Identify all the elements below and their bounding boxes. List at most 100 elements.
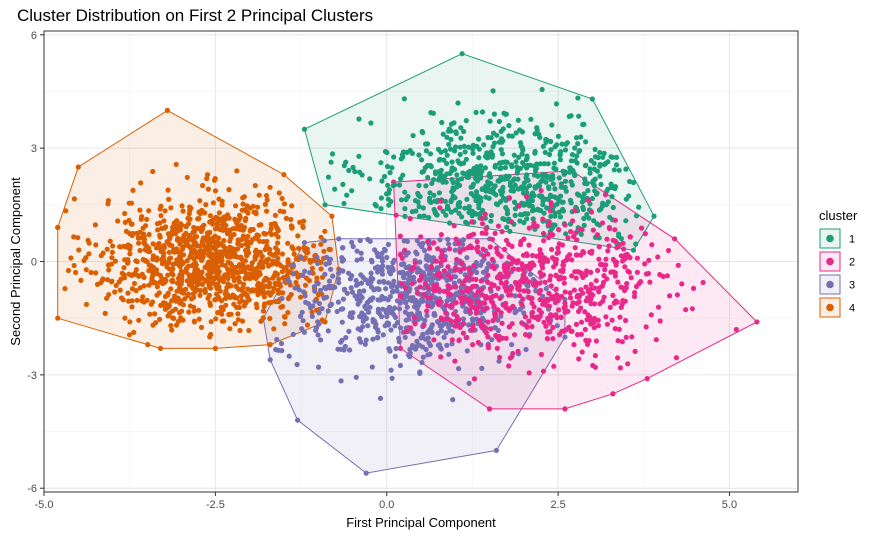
point-cluster-1 [587,170,593,176]
point-cluster-3 [346,270,352,276]
point-cluster-2 [482,326,488,332]
point-cluster-4 [174,257,180,263]
point-cluster-1 [636,204,642,210]
point-cluster-1 [592,146,598,152]
point-cluster-1 [444,203,451,209]
point-cluster-3 [401,274,407,280]
point-cluster-1 [427,190,433,196]
point-cluster-2 [503,335,509,341]
point-cluster-2 [558,314,564,321]
point-cluster-2 [627,234,634,240]
point-cluster-4 [160,279,166,285]
point-cluster-4 [250,203,256,209]
point-cluster-3 [414,338,420,344]
point-cluster-4 [285,240,291,246]
point-cluster-1 [552,186,558,192]
point-cluster-4 [231,278,237,284]
point-cluster-1 [459,176,465,182]
point-cluster-4 [158,213,164,219]
point-cluster-3 [409,342,416,349]
point-cluster-4 [199,207,205,213]
point-cluster-2 [526,242,532,248]
point-cluster-1 [442,148,448,154]
point-cluster-1 [584,181,590,187]
point-cluster-1 [627,178,633,185]
point-cluster-4 [298,294,304,300]
point-cluster-2 [424,308,430,314]
point-cluster-3 [275,347,281,353]
point-cluster-2 [470,283,476,290]
point-cluster-2 [536,307,542,313]
point-cluster-4 [131,329,137,335]
point-cluster-3 [353,277,359,284]
point-cluster-4 [223,291,229,297]
point-cluster-4 [261,230,267,237]
point-cluster-3 [394,284,400,290]
point-cluster-3 [380,263,386,269]
point-cluster-2 [438,354,444,360]
point-cluster-2 [411,315,418,321]
point-cluster-4 [169,243,175,249]
point-cluster-2 [485,272,491,278]
point-cluster-1 [601,150,607,156]
point-cluster-2 [690,285,697,291]
point-cluster-4 [297,219,303,225]
point-cluster-2 [598,261,604,268]
point-cluster-4 [260,308,266,314]
point-cluster-1 [580,206,587,212]
point-cluster-1 [435,146,442,152]
point-cluster-2 [509,285,515,291]
point-cluster-2 [536,253,542,259]
point-cluster-2 [623,317,629,324]
point-cluster-4 [258,318,264,324]
point-cluster-3 [372,318,378,324]
point-cluster-2 [403,285,409,291]
point-cluster-2 [411,265,417,271]
point-cluster-2 [511,332,518,338]
point-cluster-1 [560,208,567,214]
point-cluster-1 [499,151,506,157]
point-cluster-4 [270,258,276,264]
point-cluster-2 [610,292,616,298]
point-cluster-4 [206,273,212,279]
point-cluster-1 [492,164,498,170]
point-cluster-1 [539,177,546,183]
point-cluster-4 [318,234,324,240]
point-cluster-2 [417,277,423,283]
point-cluster-1 [488,218,494,224]
point-cluster-3 [489,337,495,343]
point-cluster-2 [523,323,530,329]
point-cluster-4 [282,321,288,327]
point-cluster-1 [572,145,578,151]
point-cluster-4 [273,245,279,251]
point-cluster-1 [521,180,528,186]
point-cluster-2 [586,297,592,303]
point-cluster-4 [249,265,255,271]
point-cluster-2 [498,253,504,259]
point-cluster-2 [607,304,613,310]
point-cluster-3 [330,284,336,291]
point-cluster-2 [490,318,496,324]
point-cluster-1 [458,135,464,141]
point-cluster-4 [315,292,322,298]
point-cluster-4 [171,315,177,321]
point-cluster-2 [700,279,706,286]
point-cluster-4 [136,317,142,323]
point-cluster-3 [347,276,353,282]
point-cluster-2 [604,276,610,282]
point-cluster-4 [191,224,197,231]
point-cluster-2 [647,279,653,285]
point-cluster-2 [588,292,594,298]
point-cluster-1 [593,191,600,197]
point-cluster-1 [384,163,391,170]
point-cluster-1 [605,199,611,205]
point-cluster-2 [675,262,681,268]
point-cluster-2 [576,299,582,305]
point-cluster-1 [529,208,536,214]
point-cluster-4 [204,262,210,268]
point-cluster-3 [353,374,359,380]
point-cluster-2 [600,279,607,286]
point-cluster-1 [426,214,432,221]
point-cluster-1 [508,162,515,168]
point-cluster-2 [515,348,521,354]
